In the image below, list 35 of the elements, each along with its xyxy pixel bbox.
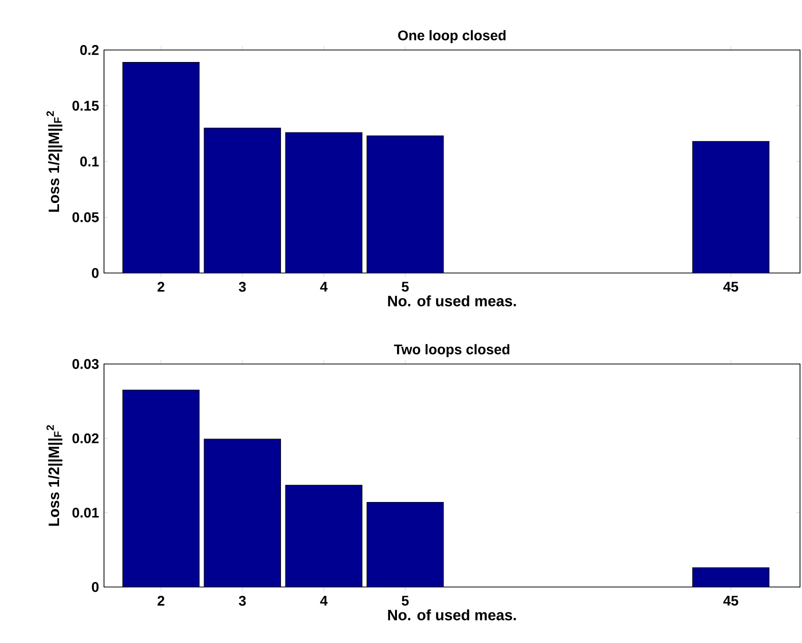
y-tick-label: 0.2	[80, 45, 99, 55]
y-tick-label: 0.15	[72, 100, 99, 111]
x-tick-label: 5	[402, 282, 409, 292]
y-tick-label: 0	[92, 268, 99, 278]
y-tick-label: 0.1	[80, 156, 99, 166]
y-tick-label: 0.02	[72, 433, 99, 444]
bar	[285, 132, 362, 273]
chart-title: Two loops closed	[394, 344, 510, 358]
bar	[692, 141, 770, 273]
x-tick-label: 4	[320, 596, 328, 606]
x-axis-title: No. of used meas.	[388, 609, 516, 620]
y-tick-label: 0.03	[72, 359, 99, 369]
bar	[204, 438, 281, 587]
x-tick-label: 45	[723, 596, 738, 606]
bar	[366, 502, 444, 587]
x-axis-title: No. of used meas.	[388, 295, 516, 306]
y-axis-title: Loss 1/2||M||$_{F}$2	[46, 111, 62, 212]
bar	[204, 128, 281, 273]
y-tick-label: 0.05	[72, 212, 99, 222]
chart-title: One loop closed	[398, 30, 506, 44]
x-tick-label: 3	[238, 596, 246, 606]
x-tick-label: 2	[158, 596, 164, 606]
bar	[122, 62, 200, 273]
x-tick-label: 2	[158, 282, 164, 292]
bar	[122, 390, 200, 587]
y-axis-title: Loss 1/2||M||$_{F}$2	[46, 425, 62, 526]
x-tick-label: 3	[238, 282, 246, 292]
x-tick-label: 5	[402, 596, 409, 606]
x-tick-label: 45	[723, 282, 738, 292]
x-tick-label: 4	[320, 282, 328, 292]
bar	[366, 136, 444, 273]
y-tick-label: 0	[92, 582, 99, 592]
bar	[285, 484, 362, 587]
y-tick-label: 0.01	[72, 508, 99, 518]
bar	[692, 567, 770, 587]
